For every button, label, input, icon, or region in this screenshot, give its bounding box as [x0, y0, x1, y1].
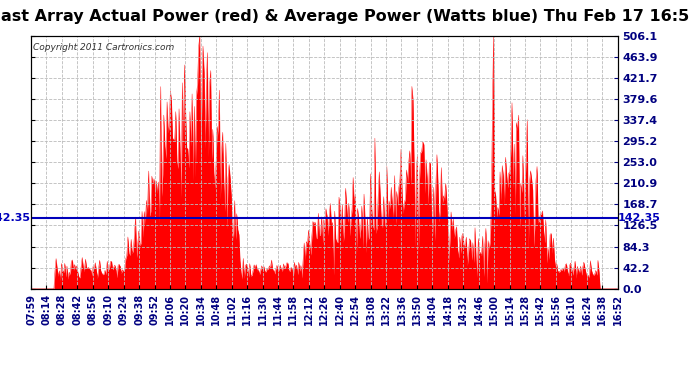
- Text: •142.35: •142.35: [0, 213, 30, 222]
- Text: East Array Actual Power (red) & Average Power (Watts blue) Thu Feb 17 16:59: East Array Actual Power (red) & Average …: [0, 9, 690, 24]
- Text: 142.35: 142.35: [618, 213, 661, 222]
- Text: Copyright 2011 Cartronics.com: Copyright 2011 Cartronics.com: [33, 43, 174, 52]
